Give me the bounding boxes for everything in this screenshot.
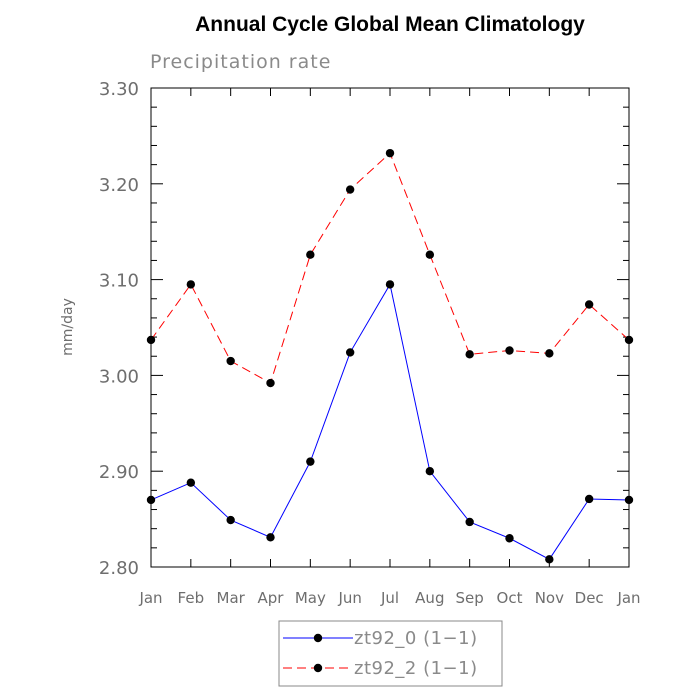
series-0-point [306, 457, 315, 466]
series-0-point [624, 495, 634, 505]
legend-marker-0 [313, 633, 323, 643]
legend-label-0: zt92_0 (1−1) [354, 628, 478, 649]
series-1-point [226, 356, 235, 366]
x-tick-label: Sep [456, 589, 484, 607]
series-1-point [345, 185, 355, 194]
y-tick-label: 3.00 [99, 366, 139, 387]
series-0-point [505, 534, 514, 543]
x-tick-label: May [295, 589, 326, 607]
y-tick-label: 2.80 [99, 558, 139, 579]
series-0-point [425, 467, 435, 476]
legend-label-1: zt92_2 (1−1) [354, 658, 478, 679]
series-0-point [186, 478, 196, 487]
y-tick-label: 3.20 [99, 175, 139, 196]
plot-area: Jan Feb Mar Apr May Jun Jul Aug Sep Oct Nov Dec Jan 2… [99, 79, 641, 607]
legend-marker-1 [313, 663, 323, 673]
x-tick-label: Aug [415, 589, 444, 607]
series-0-point [465, 517, 474, 527]
x-tick-label: Jul [380, 589, 399, 607]
series-line-1 [150, 152, 630, 384]
series-1-point [186, 280, 196, 289]
series-0-point [385, 280, 395, 289]
legend: zt92_0 (1−1) zt92_2 (1−1) [278, 620, 503, 687]
series-0-point [146, 495, 156, 505]
series-0-point [266, 533, 275, 542]
x-tick-label: Nov [535, 589, 564, 607]
x-tick-label: Jun [337, 589, 361, 607]
x-tick-label: Jan [138, 589, 162, 607]
series-1-point [545, 349, 554, 358]
y-tick-label: 3.10 [99, 271, 139, 292]
x-tick-label: Dec [575, 589, 604, 607]
x-tick-label: Apr [258, 589, 285, 607]
series-0-point [545, 555, 554, 564]
chart-subtitle: Precipitation rate [150, 51, 331, 73]
x-tick-label: Mar [217, 589, 246, 607]
x-tick-label: Oct [497, 589, 523, 607]
series-0-point [226, 515, 235, 525]
series-1-point [505, 346, 514, 355]
series-1-point [385, 148, 395, 158]
legend-box [278, 620, 503, 687]
series-1-point [146, 335, 156, 345]
chart-title: Annual Cycle Global Mean Climatology [195, 13, 585, 36]
y-axis-label: mm/day [60, 298, 76, 356]
y-tick-label: 2.90 [99, 462, 139, 483]
y-tick-label: 3.30 [99, 79, 139, 100]
series-1-point [425, 250, 435, 259]
series-0-point [584, 494, 594, 504]
series-1-point [465, 350, 474, 359]
series-0-point [345, 348, 355, 357]
series-1-point [306, 250, 315, 259]
x-tick-label: Jan [616, 589, 640, 607]
series-1-point [266, 378, 275, 388]
series-1-point [584, 300, 594, 309]
x-tick-label: Feb [178, 589, 205, 607]
plot-frame [150, 87, 630, 568]
series-1-point [624, 335, 634, 345]
series-line-0 [150, 283, 630, 560]
